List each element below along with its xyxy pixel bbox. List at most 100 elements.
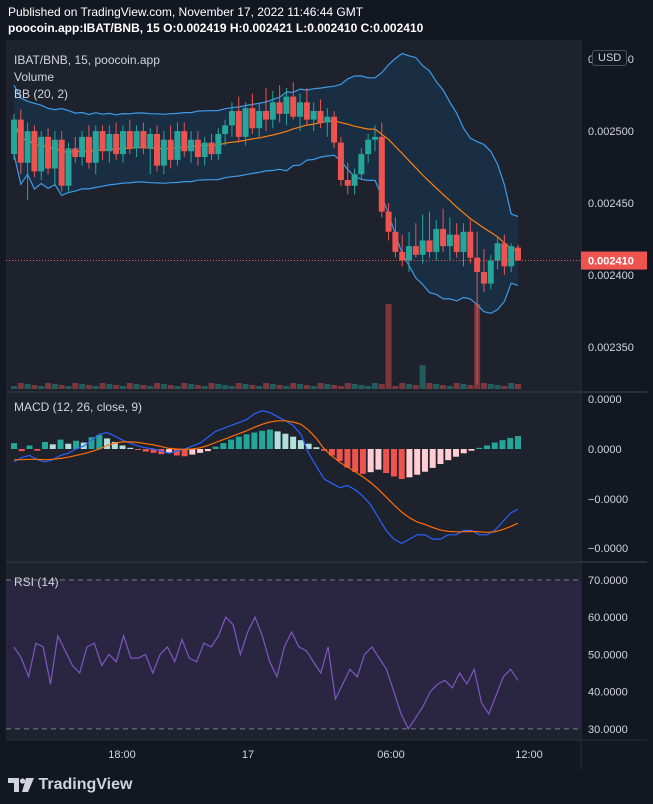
time-tick-label: 18:00: [108, 749, 136, 761]
candle-body: [297, 102, 304, 117]
candle-body: [269, 102, 276, 120]
macd-histogram-bar: [73, 440, 80, 449]
macd-histogram-bar: [390, 449, 397, 477]
macd-histogram-bar: [414, 449, 421, 475]
candle-body: [365, 139, 372, 155]
candle-body: [317, 110, 324, 123]
macd-histogram-bar: [18, 449, 25, 452]
macd-signal-line: [14, 420, 519, 533]
macd-histogram-bar: [445, 449, 452, 461]
macd-histogram-bar: [274, 431, 281, 449]
rsi-band-fill: [6, 579, 581, 729]
currency-button[interactable]: USD: [592, 50, 628, 66]
volume-bar: [174, 386, 181, 389]
volume-bar: [515, 384, 521, 389]
volume-bar: [181, 383, 188, 389]
bb-legend[interactable]: BB (20, 2): [14, 87, 69, 101]
volume-bar: [65, 386, 72, 389]
candle-body: [65, 148, 72, 186]
macd-histogram-bar: [166, 449, 173, 453]
volume-bar: [446, 386, 453, 389]
macd-tick-label: −0.0000: [588, 494, 628, 506]
macd-histogram-bar: [375, 449, 382, 470]
volume-bar: [194, 385, 201, 389]
candle-body: [487, 260, 494, 284]
price-tick-label: 0.002350: [588, 342, 634, 354]
volume-bar: [440, 385, 447, 389]
candle-body: [208, 142, 215, 155]
candle-body: [174, 131, 181, 160]
last-price-label: 0.002410: [588, 256, 634, 268]
tradingview-logo[interactable]: TradingView: [8, 776, 132, 794]
chart-frame[interactable]: 0.0024100.0025500.0025000.0024500.002400…: [6, 40, 647, 770]
macd-histogram-bar: [476, 447, 483, 449]
macd-histogram-bar: [305, 443, 312, 449]
volume-bar: [406, 384, 413, 389]
macd-histogram-bar: [57, 439, 64, 449]
macd-line: [13, 410, 519, 545]
candle-body: [167, 139, 174, 160]
candle-body: [426, 240, 433, 252]
macd-histogram-bar: [515, 436, 521, 449]
candle-body: [303, 102, 310, 120]
volume-bar: [99, 383, 106, 389]
macd-histogram-bar: [507, 437, 514, 449]
candle-body: [310, 110, 317, 120]
candle-body: [92, 131, 99, 163]
candle-body: [515, 247, 521, 261]
candle-body: [344, 180, 351, 186]
candle-body: [228, 110, 235, 126]
chart-canvas[interactable]: 0.0024100.0025500.0025000.0024500.002400…: [6, 40, 647, 770]
macd-legend[interactable]: MACD (12, 26, close, 9): [14, 400, 143, 414]
volume-bar: [433, 384, 440, 389]
candle-body: [467, 231, 474, 258]
candle-body: [215, 133, 222, 155]
rsi-legend[interactable]: RSI (14): [14, 575, 59, 589]
macd-histogram-bar: [321, 449, 328, 451]
ohlc-line: poocoin.app:IBAT/BNB, 15 O:0.002419 H:0.…: [8, 21, 424, 35]
volume-bar: [351, 384, 358, 389]
price-tick-label: 0.002450: [588, 198, 634, 210]
volume-bar: [92, 386, 99, 389]
volume-bar: [358, 385, 365, 389]
macd-histogram-bar: [352, 449, 359, 472]
macd-histogram-bar: [328, 449, 335, 456]
symbol-legend[interactable]: IBAT/BNB, 15, poocoin.app: [14, 53, 160, 67]
volume-bar: [11, 386, 17, 389]
volume-bar: [392, 386, 399, 389]
candle-body: [412, 246, 419, 255]
candle-body: [501, 243, 508, 267]
macd-histogram-bar: [26, 445, 33, 449]
candle-body: [113, 133, 120, 155]
volume-bar: [337, 386, 344, 389]
macd-histogram-bar: [344, 449, 351, 468]
macd-histogram-bar: [359, 449, 366, 474]
candle-body: [133, 131, 140, 149]
candle-body: [276, 102, 283, 114]
volume-legend[interactable]: Volume: [14, 70, 55, 84]
volume-bar: [317, 383, 324, 389]
volume-bar: [208, 383, 215, 389]
macd-histogram-bar: [235, 436, 242, 449]
candle-body: [235, 110, 242, 137]
volume-bar: [508, 383, 515, 389]
macd-tick-label: −0.0000: [588, 543, 628, 555]
macd-histogram-bar: [421, 449, 428, 472]
brand-name: TradingView: [38, 776, 133, 793]
rsi-tick-label: 50.0000: [588, 649, 628, 661]
volume-bar: [160, 384, 167, 389]
bb-lower-line: [13, 153, 519, 314]
macd-histogram-bar: [429, 449, 436, 468]
macd-histogram-bar: [313, 447, 320, 449]
candle-body: [324, 116, 331, 123]
candle-body: [351, 174, 358, 186]
macd-histogram-bar: [297, 440, 304, 449]
macd-histogram-bar: [119, 445, 126, 449]
candle-body: [72, 148, 79, 157]
macd-histogram-bar: [282, 433, 289, 449]
volume-bar: [58, 385, 65, 389]
macd-histogram-bar: [406, 449, 413, 478]
publish-header: Published on TradingView.com, November 1…: [0, 0, 653, 40]
rsi-tick-label: 40.0000: [588, 687, 628, 699]
macd-tick-label: 0.0000: [588, 394, 622, 406]
